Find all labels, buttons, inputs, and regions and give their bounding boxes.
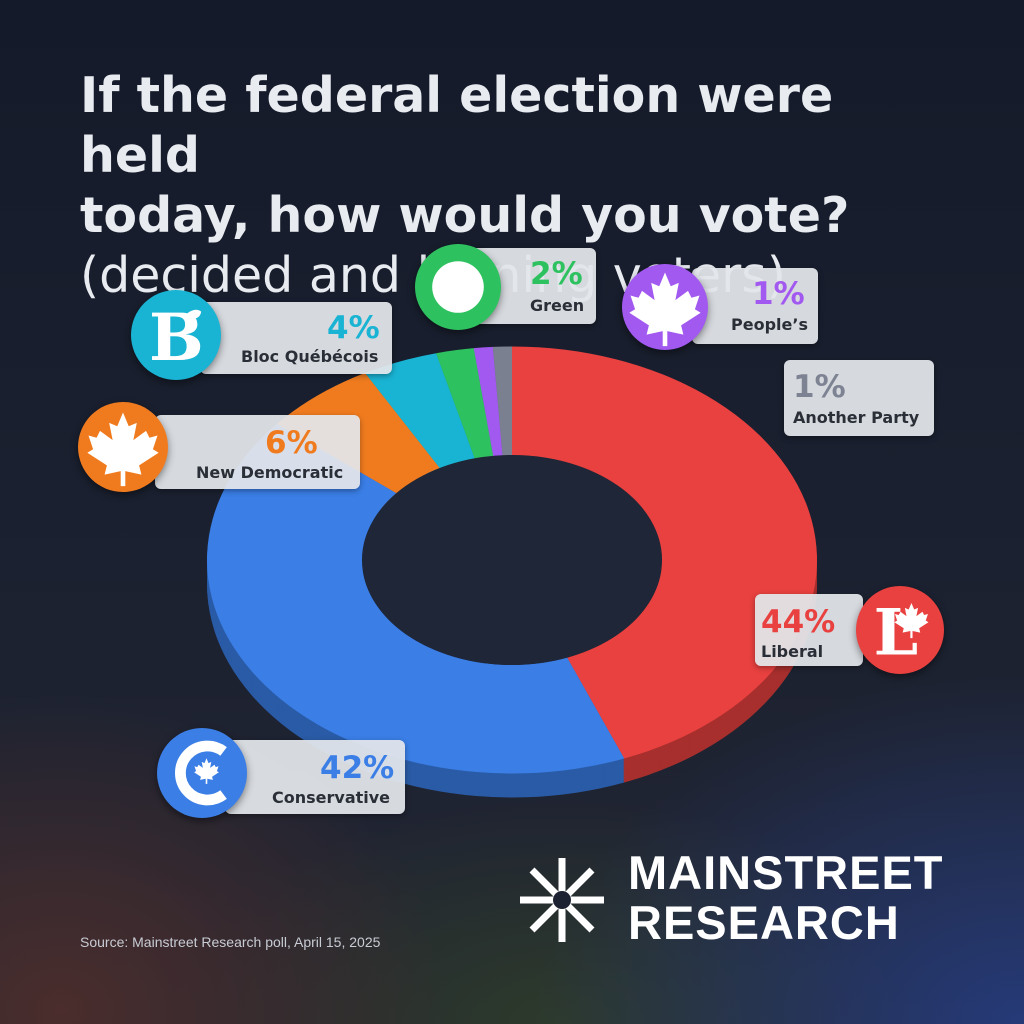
label-card-liberal	[755, 594, 863, 666]
slice-conservative	[207, 423, 625, 774]
label-card-bloc	[200, 302, 392, 374]
donut-center	[362, 455, 662, 665]
green-circle-icon	[415, 244, 501, 330]
category-label-peoples: People’s	[731, 315, 808, 334]
data-label-other: 1%	[793, 369, 846, 405]
liberal-l-maple-icon: L	[856, 586, 944, 674]
slice-liberal	[512, 346, 817, 759]
slice-bloc	[365, 353, 475, 468]
data-label-conservative: 42%	[320, 750, 395, 786]
slice-peoples	[473, 346, 503, 456]
label-card-other	[784, 360, 934, 436]
title-line-1: If the federal election were held	[80, 67, 834, 184]
data-label-liberal: 44%	[761, 604, 836, 640]
data-label-ndp: 6%	[265, 425, 318, 461]
conservative-c-maple-icon	[157, 728, 247, 818]
bloc-b-icon: B	[131, 290, 221, 380]
label-card-peoples	[692, 268, 818, 344]
data-label-bloc: 4%	[327, 310, 380, 346]
label-card-conservative	[225, 740, 405, 814]
source-note: Source: Mainstreet Research poll, April …	[80, 934, 381, 950]
category-label-liberal: Liberal	[761, 642, 824, 661]
maple-leaf-icon	[622, 264, 708, 350]
category-label-other: Another Party	[793, 408, 920, 427]
slice-other	[492, 346, 512, 456]
mainstreet-star-logo-icon	[520, 858, 604, 942]
maple-leaf-icon	[78, 402, 168, 492]
brand-line-2: RESEARCH	[628, 896, 900, 949]
donut-slices	[206, 346, 817, 798]
brand-line-1: MAINSTREET	[628, 846, 944, 899]
data-label-peoples: 1%	[752, 276, 805, 312]
brand-wordmark: MAINSTREET RESEARCH	[628, 848, 944, 948]
slice-green	[436, 348, 494, 459]
category-label-conservative: Conservative	[272, 788, 391, 807]
category-label-bloc: Bloc Québécois	[241, 347, 379, 366]
title-line-2: today, how would you vote?	[80, 187, 850, 244]
category-label-green: Green	[530, 296, 585, 315]
category-label-ndp: New Democratic	[196, 463, 344, 482]
data-label-green: 2%	[530, 256, 583, 292]
label-card-ndp	[155, 415, 360, 489]
